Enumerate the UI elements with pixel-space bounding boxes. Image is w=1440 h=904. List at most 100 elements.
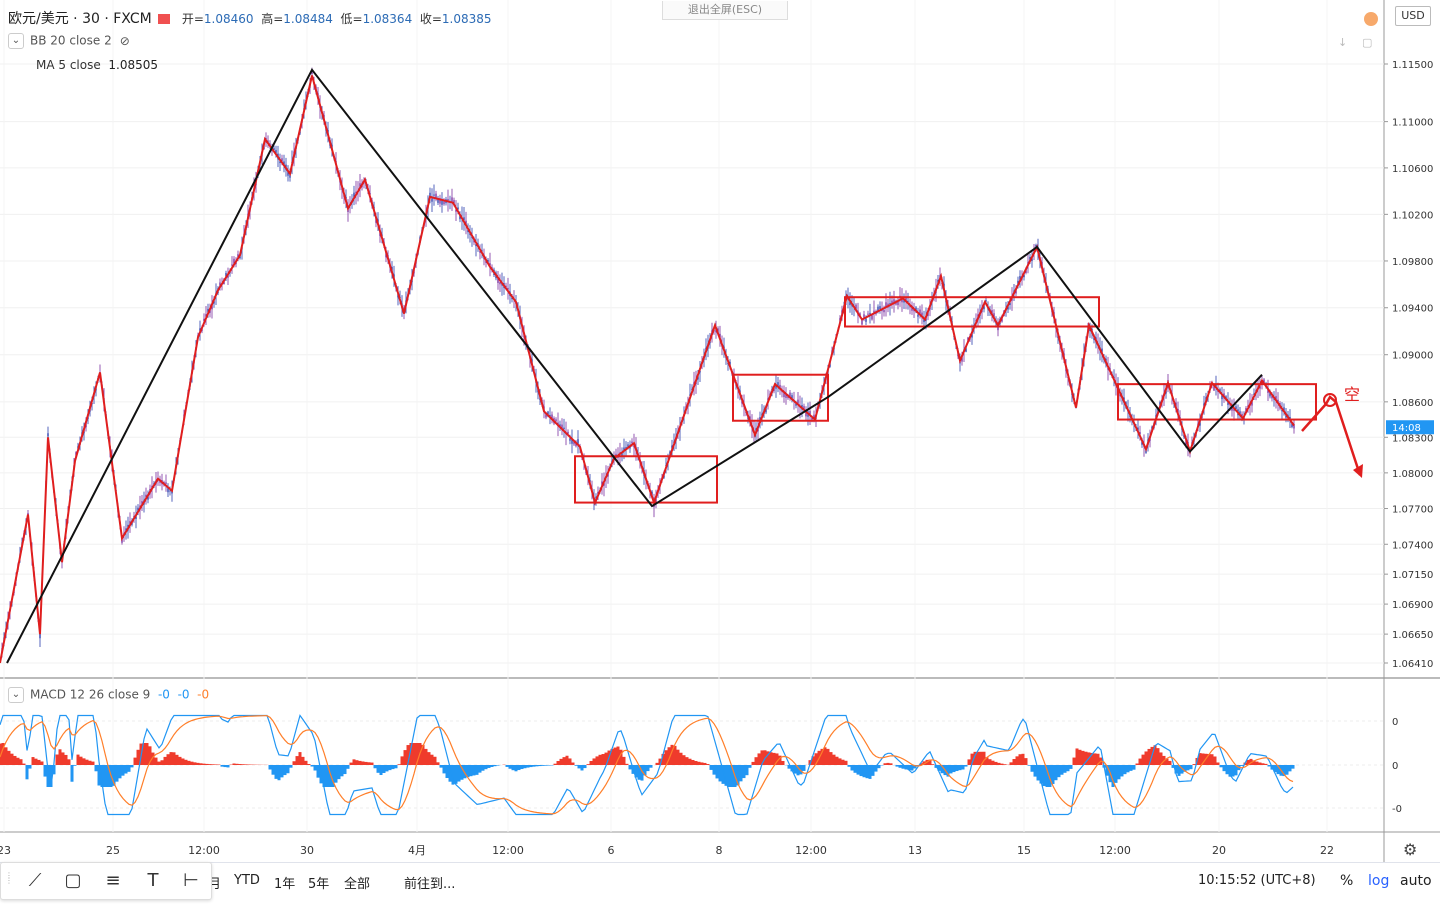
macd-histogram-bar (233, 763, 236, 765)
macd-histogram-bar (296, 756, 299, 765)
macd-histogram-bar (593, 758, 596, 765)
macd-histogram-bar (80, 757, 83, 765)
horizontal-lines-icon[interactable]: ≡ (99, 867, 127, 895)
macd-histogram-bar (707, 764, 710, 765)
price-tick-label: 1.08300 (1392, 433, 1433, 444)
macd-histogram-bar (269, 765, 272, 770)
gear-icon[interactable]: ⚙ (1403, 840, 1417, 859)
macd-histogram-bar (425, 749, 428, 765)
macd-histogram-bar (155, 758, 158, 765)
macd-histogram-bar (137, 750, 140, 765)
goto-date-button[interactable]: 前往到... (404, 873, 455, 892)
range-5y[interactable]: 5年 (308, 873, 329, 892)
macd-histogram-bar (146, 743, 149, 765)
macd-histogram-bar (176, 755, 179, 765)
macd-histogram-bar (134, 758, 137, 765)
macd-histogram-bar (446, 765, 449, 778)
chevron-down-icon[interactable]: ⌄ (8, 33, 24, 49)
macd-value: -0 (158, 688, 170, 702)
trend-line-icon[interactable]: ⟋ (21, 867, 49, 895)
macd-histogram-bar (38, 760, 41, 765)
candle-body (47, 433, 48, 436)
ma-indicator-legend[interactable]: MA 5 close 1.08505 (36, 58, 158, 72)
macd-histogram-bar (749, 765, 752, 768)
maximize-icon[interactable]: ▢ (1362, 36, 1372, 49)
macd-histogram-bar (44, 765, 47, 777)
macd-histogram-bar (587, 764, 590, 765)
high-label: 高= (261, 12, 283, 26)
grip-handle-icon[interactable]: ⋮⋮ (5, 873, 11, 889)
macd-histogram-bar (23, 764, 26, 765)
macd-histogram-bar (359, 761, 362, 765)
text-icon[interactable]: T (139, 867, 167, 895)
auto-toggle[interactable]: auto (1400, 873, 1432, 889)
macd-histogram-bar (389, 765, 392, 770)
macd-indicator-legend[interactable]: ⌄MACD 12 26 close 9 -0 -0 -0 (8, 687, 209, 703)
measure-icon[interactable]: ⊢ (177, 867, 205, 895)
macd-histogram-bar (626, 764, 629, 765)
macd-histogram-bar (95, 765, 98, 771)
macd-histogram-bar (458, 765, 461, 782)
macd-histogram-bar (1127, 765, 1130, 772)
price-tick-label: 1.11000 (1392, 118, 1433, 129)
macd-histogram-bar (305, 761, 308, 765)
macd-histogram-bar (1034, 765, 1037, 777)
clock[interactable]: 10:15:52 (UTC+8) (1198, 873, 1316, 888)
time-tick-label: 12:00 (188, 844, 220, 857)
alert-dot-icon[interactable] (1364, 12, 1378, 26)
macd-histogram-bar (434, 757, 437, 765)
macd-histogram-bar (554, 764, 557, 765)
macd-histogram-bar (1082, 751, 1085, 765)
close-label: 收= (420, 12, 442, 26)
macd-histogram-bar (368, 762, 371, 765)
currency-badge[interactable]: USD (1395, 6, 1431, 26)
macd-histogram-bar (227, 765, 230, 767)
macd-histogram-bar (965, 765, 968, 767)
macd-histogram-bar (299, 752, 302, 765)
macd-histogram-bar (131, 765, 134, 767)
macd-histogram-bar (692, 760, 695, 765)
macd-histogram-bar (845, 761, 848, 765)
macd-histogram-bar (539, 765, 542, 766)
macd-histogram-bar (836, 757, 839, 765)
log-toggle[interactable]: log (1368, 873, 1389, 889)
ma-label: MA 5 close (36, 58, 101, 72)
range-all[interactable]: 全部 (344, 873, 370, 892)
macd-histogram-bar (1055, 765, 1058, 780)
macd-histogram-bar (1016, 756, 1019, 765)
arrow-down-icon[interactable]: ↓ (1338, 36, 1347, 49)
macd-histogram-bar (272, 765, 275, 775)
macd-histogram-bar (530, 765, 533, 767)
macd-histogram-bar (1121, 765, 1124, 776)
macd-histogram-bar (197, 763, 200, 765)
macd-histogram-bar (911, 765, 914, 771)
candle-body (917, 315, 918, 317)
macd-histogram-bar (41, 761, 44, 765)
macd-histogram-bar (869, 765, 872, 779)
chevron-down-icon[interactable]: ⌄ (8, 687, 24, 703)
macd-histogram-bar (614, 748, 617, 765)
macd-histogram-bar (383, 765, 386, 773)
exit-fullscreen-button[interactable]: 退出全屏(ESC) (662, 1, 788, 20)
macd-histogram-bar (74, 765, 77, 766)
bb-label: BB 20 close 2 (30, 34, 112, 48)
range-1y[interactable]: 1年 (274, 873, 295, 892)
rectangle-icon[interactable]: ▢ (59, 867, 87, 895)
macd-histogram-bar (650, 765, 653, 768)
macd-histogram-bar (404, 750, 407, 765)
macd-histogram-bar (1010, 762, 1013, 765)
bb-indicator-legend[interactable]: ⌄ BB 20 close 2 ⊘ (8, 33, 130, 49)
symbol-title[interactable]: 欧元/美元 · 30 · FXCM (8, 11, 152, 27)
macd-histogram-bar (374, 765, 377, 768)
macd-histogram-bar (485, 765, 488, 769)
macd-histogram-bar (35, 759, 38, 765)
annotation-label: 空 (1344, 385, 1360, 404)
percent-toggle[interactable]: % (1340, 873, 1353, 889)
macd-tick-label: 0 (1392, 761, 1398, 772)
eye-off-icon[interactable]: ⊘ (120, 34, 130, 48)
macd-histogram-bar (344, 765, 347, 774)
range-ytd[interactable]: YTD (234, 873, 260, 888)
macd-histogram-bar (59, 749, 62, 765)
macd-histogram-bar (287, 765, 290, 773)
